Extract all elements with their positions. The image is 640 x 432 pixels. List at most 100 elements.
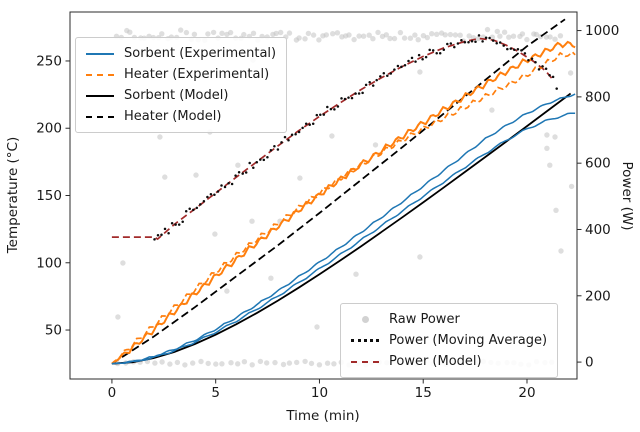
y-right-tick-label-2: 400 xyxy=(585,222,611,238)
raw-power-dot xyxy=(510,33,517,39)
y-left-tick-label-0: 50 xyxy=(45,323,62,339)
raw-power-dot xyxy=(183,29,190,36)
legend-item: Heater (Experimental) xyxy=(86,65,276,84)
raw-power-dot xyxy=(346,32,352,38)
series-power-moving-avg-dot xyxy=(273,144,276,148)
series-power-moving-avg-dot xyxy=(326,105,329,109)
raw-power-dot xyxy=(210,29,217,36)
series-power-moving-avg-dot xyxy=(449,42,453,45)
y-right-tick-label-1: 200 xyxy=(585,288,611,304)
raw-power-dot xyxy=(489,107,495,113)
raw-power-dot xyxy=(558,248,564,254)
raw-power-dot xyxy=(323,32,329,38)
raw-power-dot xyxy=(249,362,255,368)
raw-power-dot xyxy=(157,134,163,140)
series-power-moving-avg-dot xyxy=(417,53,421,57)
series-power-moving-avg-dot xyxy=(248,161,251,165)
series-power-moving-avg-dot xyxy=(491,39,495,42)
series-power-moving-avg-dot xyxy=(350,96,354,100)
series-power-moving-avg-dot xyxy=(530,57,534,60)
raw-power-dot xyxy=(235,162,241,168)
y-left-tick-label-2: 150 xyxy=(36,188,62,204)
series-power-moving-avg-dot xyxy=(396,64,400,68)
legend-line-glyph xyxy=(86,115,114,118)
series-power-moving-avg-dot xyxy=(184,210,188,213)
series-power-moving-avg-dot xyxy=(181,220,184,224)
raw-power-dot xyxy=(501,29,508,35)
raw-power-dot xyxy=(159,31,165,37)
y-right-tick-label-5: 1000 xyxy=(585,23,619,39)
raw-power-dot xyxy=(273,30,279,37)
raw-power-dot xyxy=(331,361,337,367)
series-power-moving-avg-dot xyxy=(488,36,491,40)
raw-power-dot xyxy=(219,30,225,36)
series-power-moving-avg-dot xyxy=(174,223,177,226)
series-power-moving-avg-dot xyxy=(269,148,273,152)
legend-dotted-line-glyph xyxy=(351,339,379,342)
series-power-moving-avg-dot xyxy=(255,160,259,164)
series-power-moving-avg-dot xyxy=(438,51,442,55)
series-power-moving-avg-dot xyxy=(453,45,456,49)
raw-power-dot xyxy=(296,35,302,41)
raw-power-dot xyxy=(370,36,376,42)
raw-power-dot xyxy=(167,361,173,367)
series-heater-exp-1 xyxy=(111,40,576,365)
series-power-moving-avg-dot xyxy=(290,133,294,137)
raw-power-dot xyxy=(489,34,495,40)
raw-power-dot xyxy=(308,360,315,367)
series-power-moving-avg-dot xyxy=(170,222,174,225)
series-power-moving-avg-dot xyxy=(410,56,414,60)
raw-power-dot xyxy=(305,30,312,37)
raw-power-dot xyxy=(497,33,503,39)
series-power-moving-avg-dot xyxy=(368,81,371,84)
series-power-moving-avg-dot xyxy=(544,67,548,70)
raw-power-dot xyxy=(115,314,121,320)
series-power-moving-avg-dot xyxy=(220,184,223,187)
raw-power-dot xyxy=(241,31,247,38)
series-sorbent-exp-1 xyxy=(111,93,576,365)
raw-power-dot xyxy=(235,361,241,367)
series-power-moving-avg-dot xyxy=(520,49,523,52)
legend-item-label: Raw Power xyxy=(389,312,460,327)
raw-power-dot xyxy=(302,36,308,42)
series-power-moving-avg-dot xyxy=(227,182,230,185)
y-right-tick-label-0: 0 xyxy=(585,355,594,371)
series-power-moving-avg-dot xyxy=(527,59,530,62)
y-axis-label-left: Temperature (°C) xyxy=(5,137,21,255)
series-power-moving-avg-dot xyxy=(234,174,237,177)
series-power-moving-avg-dot xyxy=(495,42,498,45)
series-power-moving-avg-dot xyxy=(266,155,269,159)
series-power-moving-avg-dot xyxy=(336,105,340,108)
raw-power-dot xyxy=(329,133,335,139)
raw-power-dot xyxy=(475,35,481,42)
series-power-moving-avg-dot xyxy=(481,40,484,43)
raw-power-dot xyxy=(397,29,404,36)
series-power-moving-avg-dot xyxy=(470,40,474,43)
raw-power-dot xyxy=(391,35,398,42)
raw-power-dot xyxy=(544,145,550,151)
raw-power-dot xyxy=(334,30,341,36)
series-power-moving-avg-dot xyxy=(509,47,513,50)
legend-temperature: Sorbent (Experimental) Heater (Experiment… xyxy=(75,37,288,133)
raw-power-dot xyxy=(372,142,379,148)
raw-power-dot xyxy=(127,29,133,35)
series-power-moving-avg-dot xyxy=(414,60,417,63)
series-heater-exp-2 xyxy=(111,51,576,365)
raw-power-dot xyxy=(353,271,359,277)
series-power-moving-avg-dot xyxy=(259,158,262,161)
series-power-moving-avg-dot xyxy=(548,73,551,77)
series-heater-model xyxy=(111,18,566,365)
series-power-moving-avg-dot xyxy=(308,123,311,127)
raw-power-dot xyxy=(241,359,248,365)
series-power-moving-avg-dot xyxy=(177,223,181,226)
legend-item: Sorbent (Experimental) xyxy=(86,44,276,63)
series-power-moving-avg-dot xyxy=(523,52,527,55)
series-power-moving-avg-dot xyxy=(188,207,191,210)
series-power-moving-avg-dot xyxy=(343,97,347,101)
series-power-moving-avg-dot xyxy=(153,238,156,241)
series-power-moving-avg-dot xyxy=(216,190,220,193)
series-power-moving-avg-dot xyxy=(287,138,290,142)
series-power-moving-avg-dot xyxy=(357,92,361,95)
series-power-moving-avg-dot xyxy=(252,166,255,169)
series-power-moving-avg-dot xyxy=(262,158,266,162)
